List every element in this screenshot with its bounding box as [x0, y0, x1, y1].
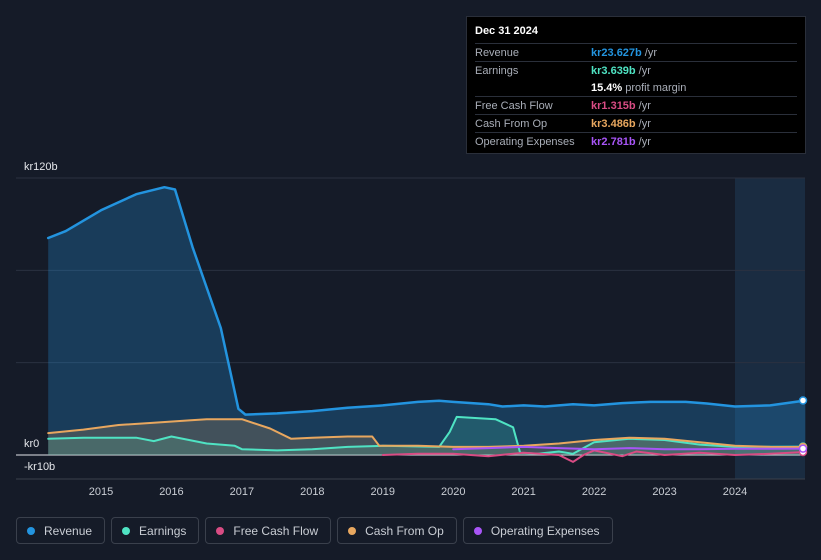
tooltip-row-unit: /yr [644, 46, 657, 59]
x-tick-label: 2023 [652, 486, 676, 498]
series-area-earnings [48, 416, 806, 455]
tooltip-row: Cash From Op kr3.486b/yr [475, 114, 797, 132]
tooltip-row-value: kr23.627b [591, 46, 642, 59]
series-line-earnings [47, 415, 807, 455]
legend: Revenue Earnings Free Cash Flow Cash From O… [16, 517, 613, 544]
tooltip-row-label: Cash From Op [475, 117, 548, 130]
y-tick-label: kr0 [24, 438, 39, 450]
x-tick-label: 2018 [300, 486, 324, 498]
legend-dot-icon [473, 526, 482, 535]
legend-item-free-cash-flow[interactable]: Free Cash Flow [205, 517, 332, 544]
x-tick-label: 2017 [230, 486, 254, 498]
series-line-operating-expenses [452, 445, 807, 451]
tooltip-panel: Dec 31 2024 Revenue kr23.627b/yr Earnings k… [466, 16, 806, 154]
x-tick-label: 2024 [723, 486, 747, 498]
tooltip-row: Operating Expenses kr2.781b/yr [475, 132, 797, 150]
y-tick-label: kr120b [24, 161, 58, 173]
x-tick-label: 2020 [441, 486, 465, 498]
x-tick-label: 2022 [582, 486, 606, 498]
series-line-revenue [46, 185, 807, 416]
x-tick-label: 2016 [159, 486, 183, 498]
legend-dot-icon [216, 526, 225, 535]
tooltip-row-label: Operating Expenses [475, 135, 575, 148]
legend-label: Operating Expenses [490, 523, 600, 538]
tooltip-row: Revenue kr23.627b/yr [475, 43, 797, 61]
series-area-revenue [48, 187, 806, 455]
series-line-cash-from-op [47, 418, 807, 448]
tooltip-row-unit: /yr [638, 64, 651, 77]
legend-item-earnings[interactable]: Earnings [111, 517, 200, 544]
legend-item-operating-expenses[interactable]: Operating Expenses [462, 517, 613, 544]
tooltip-row-unit: /yr [638, 99, 651, 112]
x-tick-label: 2021 [511, 486, 535, 498]
tooltip-row-label: Free Cash Flow [475, 99, 553, 112]
legend-item-cash-from-op[interactable]: Cash From Op [337, 517, 457, 544]
legend-dot-icon [27, 526, 35, 535]
tooltip-row-value: kr3.639b [591, 64, 636, 77]
legend-dot-icon [122, 526, 131, 535]
tooltip-row-unit: profit margin [625, 81, 687, 94]
tooltip-row-unit: /yr [638, 135, 651, 148]
tooltip-row: Free Cash Flow kr1.315b/yr [475, 96, 797, 114]
tooltip-row-value: kr1.315b [591, 99, 636, 112]
y-tick-label: -kr10b [24, 461, 55, 473]
tooltip-row: Earnings kr3.639b/yr [475, 61, 797, 79]
series-line-free-cash-flow [381, 449, 807, 463]
tooltip-row-value: kr2.781b [591, 135, 636, 148]
tooltip-row: 15.4% profit margin [475, 79, 797, 96]
tooltip-row-unit: /yr [638, 117, 651, 130]
tooltip-row-value: kr3.486b [591, 117, 636, 130]
forecast-region [735, 178, 805, 479]
series-endpoint-revenue [798, 396, 808, 405]
legend-label: Free Cash Flow [233, 523, 319, 538]
x-tick-label: 2015 [89, 486, 113, 498]
x-tick-label: 2019 [371, 486, 395, 498]
legend-item-revenue[interactable]: Revenue [16, 517, 106, 544]
legend-label: Cash From Op [365, 523, 444, 538]
tooltip-date: Dec 31 2024 [475, 25, 538, 37]
legend-dot-icon [348, 526, 357, 535]
legend-label: Earnings [139, 523, 187, 538]
series-endpoint-operating-expenses [798, 444, 808, 453]
tooltip-row-value: 15.4% [591, 81, 623, 94]
tooltip-row-label: Revenue [475, 46, 520, 59]
tooltip-row-label: Earnings [475, 64, 519, 77]
legend-label: Revenue [44, 523, 93, 538]
